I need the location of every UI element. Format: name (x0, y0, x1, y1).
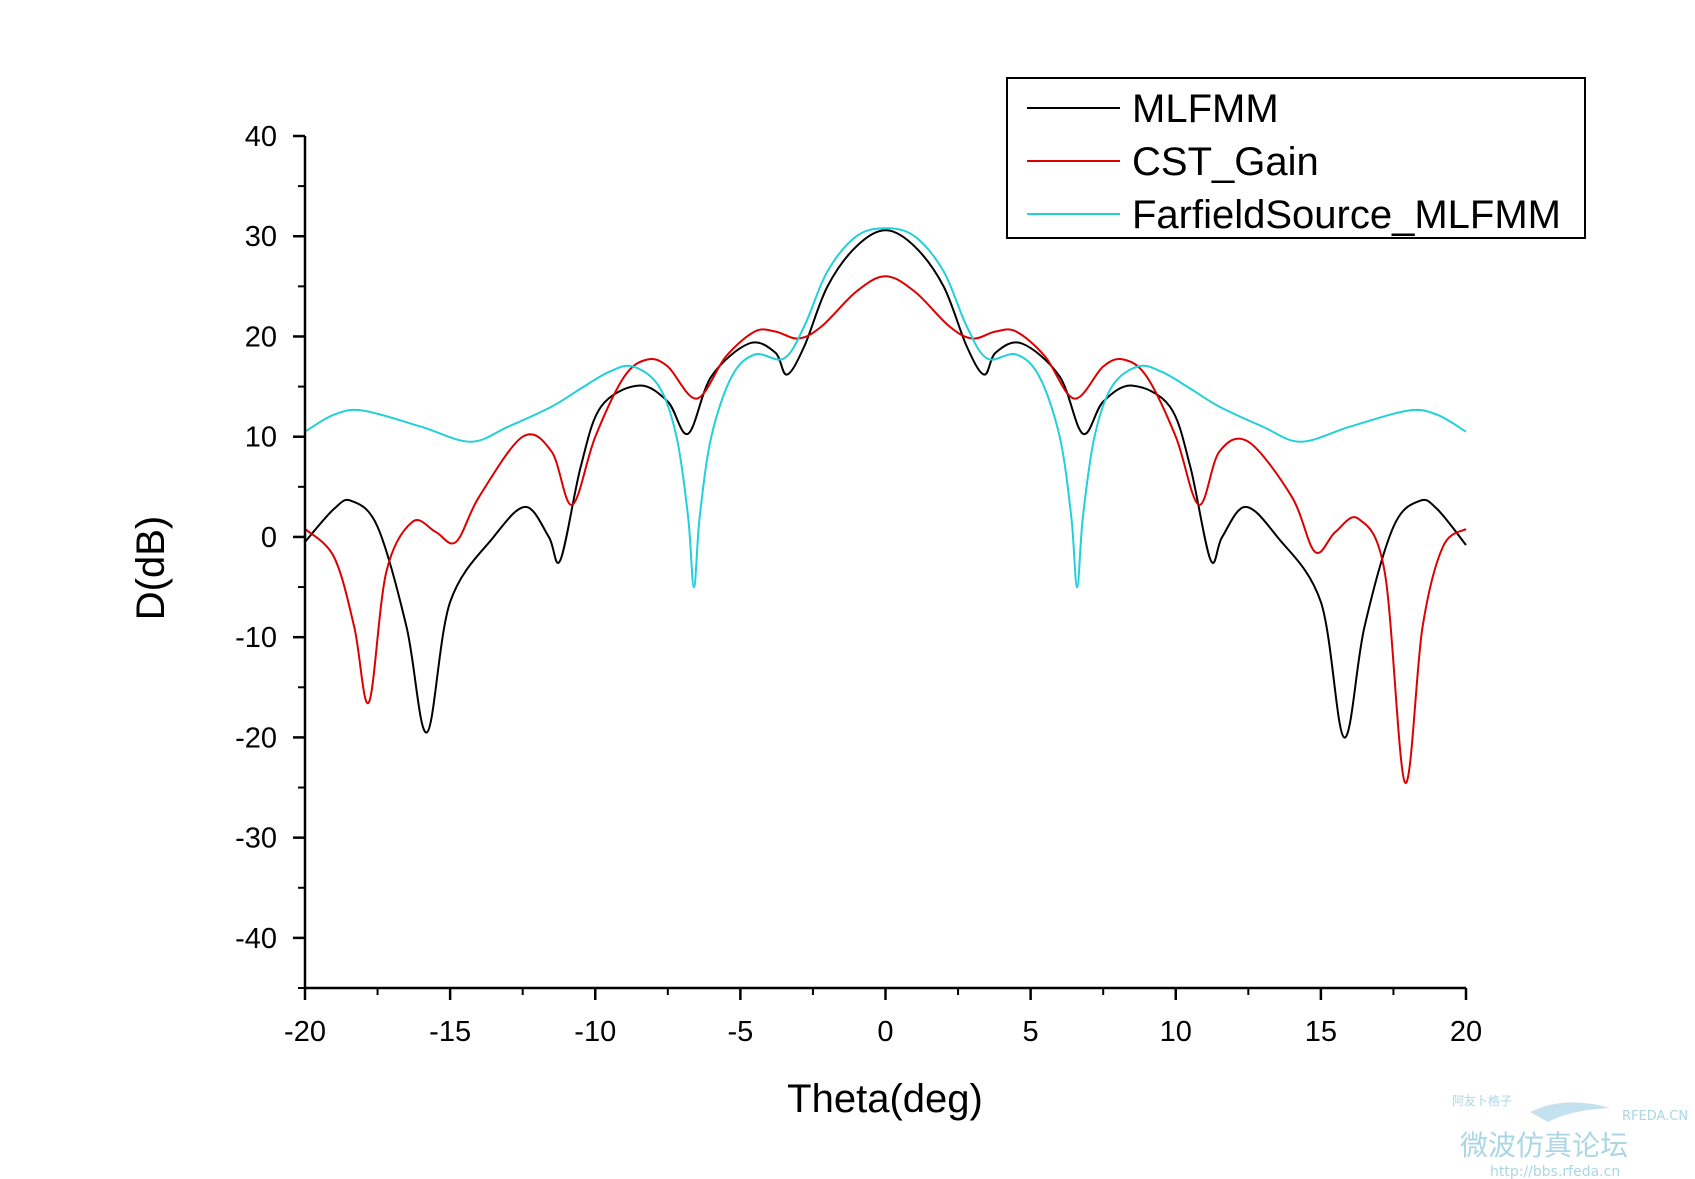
watermark-line2: RFEDA.CN (1622, 1109, 1688, 1124)
x-axis-title: Theta(deg) (787, 1077, 983, 1121)
y-axis-ticks: -40 -30 -20 -10 0 10 20 30 40 (235, 121, 305, 989)
watermark: 阿友卜格子 RFEDA.CN 微波仿真论坛 http://bbs.rfeda.c… (1452, 1093, 1688, 1179)
y-tick-label: -10 (235, 622, 277, 654)
x-tick-label: -5 (727, 1016, 753, 1048)
y-tick-label: -30 (235, 823, 277, 855)
x-tick-label: -15 (429, 1016, 471, 1048)
y-tick-label: 0 (261, 522, 277, 554)
x-tick-label: -20 (284, 1016, 326, 1048)
x-tick-label: 20 (1450, 1016, 1482, 1048)
x-tick-label: 0 (877, 1016, 893, 1048)
series-line-1 (304, 229, 1467, 739)
legend-label: FarfieldSource_MLFMM (1132, 193, 1561, 237)
plot-area (304, 227, 1467, 784)
legend: MLFMM CST_Gain FarfieldSource_MLFMM (1006, 77, 1586, 239)
x-tick-label: 15 (1305, 1016, 1337, 1048)
legend-box (1006, 77, 1586, 239)
x-tick-label: -10 (574, 1016, 616, 1048)
x-tick-label: 5 (1023, 1016, 1039, 1048)
watermark-line3: 微波仿真论坛 (1460, 1129, 1628, 1162)
series-line-3 (304, 227, 1467, 589)
legend-label: MLFMM (1132, 87, 1279, 131)
series-line-2 (304, 275, 1467, 784)
legend-label: CST_Gain (1132, 140, 1319, 184)
x-tick-label: 10 (1160, 1016, 1192, 1048)
y-tick-label: -20 (235, 722, 277, 754)
y-axis-title: D(dB) (129, 516, 173, 620)
y-tick-label: -40 (235, 923, 277, 955)
watermark-wing-icon (1530, 1102, 1610, 1122)
y-tick-label: 10 (245, 422, 277, 454)
y-tick-label: 20 (245, 321, 277, 353)
y-tick-label: 30 (245, 221, 277, 253)
watermark-line4: http://bbs.rfeda.cn (1490, 1164, 1620, 1179)
y-tick-label: 40 (245, 121, 277, 153)
x-axis-ticks: -20 -15 -10 -5 0 5 10 15 20 (284, 988, 1482, 1048)
watermark-line1: 阿友卜格子 (1452, 1093, 1512, 1108)
